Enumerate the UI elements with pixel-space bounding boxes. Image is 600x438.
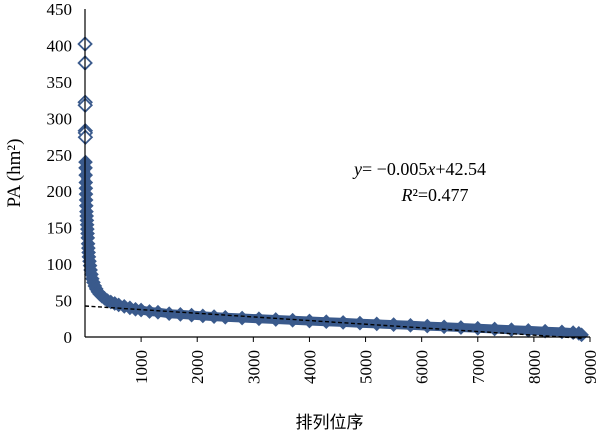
y-tick-label: 250 xyxy=(47,146,73,165)
x-tick-label: 8000 xyxy=(525,350,544,384)
trendline-equation: y= −0.005x+42.54 xyxy=(352,159,486,179)
y-tick-label: 100 xyxy=(47,255,73,274)
x-tick-label: 2000 xyxy=(188,350,207,384)
data-point xyxy=(268,312,284,327)
data-point xyxy=(436,319,452,335)
x-tick-label: 4000 xyxy=(300,350,319,384)
data-point xyxy=(537,323,553,339)
x-tick-marks xyxy=(140,337,591,342)
x-tick-labels: 1000 2000 3000 4000 5000 6000 7000 8000 9000 xyxy=(132,350,600,384)
x-tick-label: 9000 xyxy=(581,350,600,384)
data-point xyxy=(285,312,300,328)
y-axis-title: PA (hm²) xyxy=(4,139,25,208)
y-tick-label: 200 xyxy=(47,182,73,201)
data-point xyxy=(504,322,519,338)
y-tick-label: 50 xyxy=(55,292,72,311)
x-tick-label: 6000 xyxy=(413,350,432,384)
y-tick-label: 150 xyxy=(47,219,73,238)
y-tick-label: 400 xyxy=(47,36,73,55)
trendline-r2: R²=0.477 xyxy=(400,185,468,205)
data-point xyxy=(386,317,401,332)
data-point xyxy=(335,315,351,330)
y-tick-label: 350 xyxy=(47,73,73,92)
data-point xyxy=(487,321,502,337)
x-tick-label: 7000 xyxy=(469,350,488,384)
x-tick-label: 3000 xyxy=(244,350,263,384)
y-tick-label: 300 xyxy=(47,109,73,128)
y-tick-label: 0 xyxy=(64,328,73,347)
x-tick-label: 5000 xyxy=(357,350,376,384)
x-tick-label: 1000 xyxy=(132,350,151,384)
data-point xyxy=(403,317,418,333)
data-point xyxy=(369,316,385,332)
x-axis-title: 排列位序 xyxy=(296,413,364,433)
data-point xyxy=(419,318,435,334)
y-tick-labels: 0 50 100 150 200 250 300 350 400 450 xyxy=(47,0,73,347)
data-point xyxy=(554,324,570,340)
scatter-series xyxy=(77,36,589,343)
trendline xyxy=(84,305,582,339)
y-tick-label: 450 xyxy=(47,0,73,19)
